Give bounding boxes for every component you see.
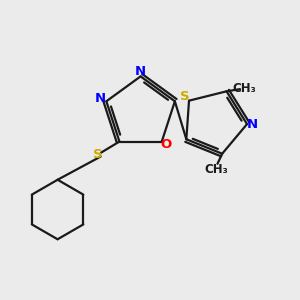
- Text: CH₃: CH₃: [204, 163, 228, 176]
- Text: O: O: [160, 138, 171, 151]
- Text: CH₃: CH₃: [233, 82, 256, 95]
- Text: N: N: [247, 118, 258, 130]
- Text: S: S: [93, 148, 103, 160]
- Text: S: S: [180, 90, 190, 103]
- Text: N: N: [95, 92, 106, 105]
- Text: N: N: [135, 65, 146, 78]
